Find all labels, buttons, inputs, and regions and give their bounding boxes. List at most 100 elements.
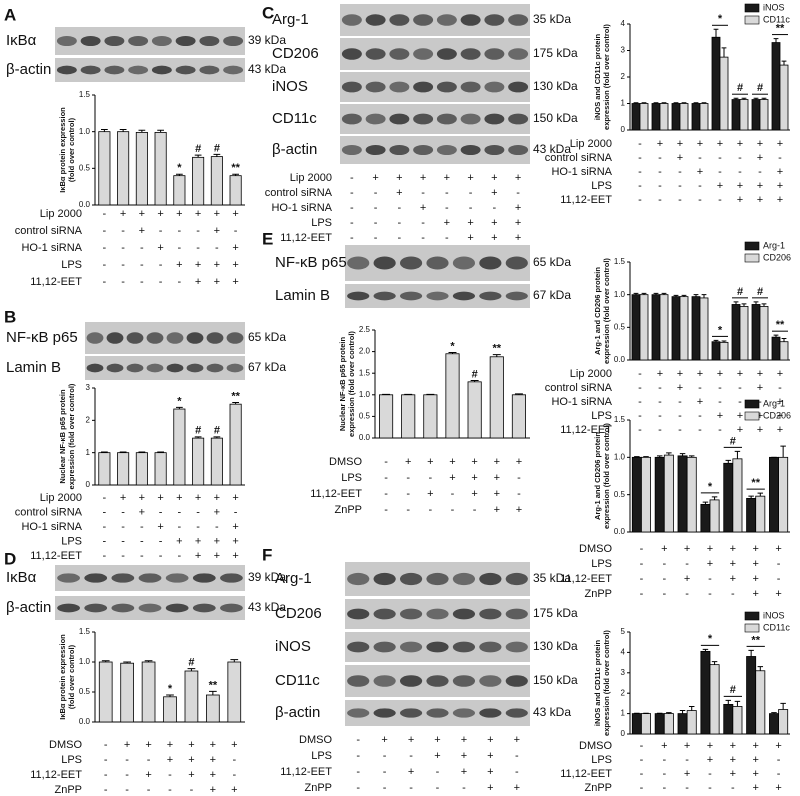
error-bar bbox=[771, 712, 777, 714]
bar bbox=[379, 394, 394, 439]
condition-mark: - bbox=[516, 187, 520, 199]
condition-mark: - bbox=[738, 396, 742, 408]
legend-label: CD206 bbox=[763, 252, 791, 262]
y-tick-label: 0.0 bbox=[79, 717, 91, 726]
error-bar bbox=[653, 102, 659, 104]
bar bbox=[651, 103, 661, 131]
condition-label: ZnPP bbox=[584, 588, 612, 600]
condition-mark: + bbox=[494, 472, 500, 484]
bar bbox=[769, 456, 779, 533]
condition-mark: - bbox=[473, 504, 477, 516]
annotation: * bbox=[718, 13, 723, 25]
condition-mark: + bbox=[777, 194, 783, 206]
legend-label: Arg-1 bbox=[763, 398, 785, 408]
condition-label: LPS bbox=[591, 754, 612, 766]
condition-mark: - bbox=[384, 472, 388, 484]
condition-mark: + bbox=[157, 208, 163, 220]
condition-mark: + bbox=[657, 138, 663, 150]
condition-mark: - bbox=[178, 506, 182, 518]
annotation: * bbox=[177, 162, 182, 174]
y-tick-label: 3 bbox=[621, 46, 626, 55]
blot-band bbox=[373, 641, 396, 653]
blot-band bbox=[505, 572, 528, 586]
condition-mark: + bbox=[757, 138, 763, 150]
blot-size: 150 kDa bbox=[533, 673, 578, 687]
blot-band bbox=[347, 608, 370, 620]
condition-mark: + bbox=[707, 543, 713, 555]
y-tick-label: 4 bbox=[621, 648, 626, 657]
panel-letter: F bbox=[262, 545, 272, 564]
annotation: ** bbox=[776, 22, 785, 34]
condition-mark: + bbox=[677, 138, 683, 150]
blot-band bbox=[399, 608, 423, 620]
blot-band bbox=[426, 291, 449, 301]
condition-mark: + bbox=[514, 734, 520, 746]
annotation: * bbox=[708, 633, 713, 645]
blot-band bbox=[389, 48, 410, 60]
condition-label: LPS bbox=[591, 558, 612, 570]
condition-mark: - bbox=[125, 769, 129, 781]
condition-mark: - bbox=[196, 506, 200, 518]
condition-mark: + bbox=[195, 492, 201, 504]
blot-band bbox=[165, 603, 189, 613]
legend-swatch bbox=[744, 3, 760, 13]
condition-mark: + bbox=[777, 396, 783, 408]
blot-size: 35 kDa bbox=[533, 12, 571, 26]
condition-label: control siRNA bbox=[545, 382, 613, 394]
bar bbox=[659, 294, 669, 361]
legend-swatch bbox=[744, 399, 760, 409]
blot-band bbox=[347, 708, 370, 718]
annotation: # bbox=[195, 425, 201, 437]
condition-mark: - bbox=[406, 488, 410, 500]
bar bbox=[120, 662, 134, 723]
condition-mark: + bbox=[494, 456, 500, 468]
bar bbox=[709, 499, 720, 533]
error-bar bbox=[138, 451, 146, 453]
condition-mark: + bbox=[471, 488, 477, 500]
condition-mark: + bbox=[176, 492, 182, 504]
bar bbox=[723, 462, 734, 533]
condition-mark: - bbox=[517, 488, 521, 500]
condition-mark: - bbox=[638, 138, 642, 150]
condition-mark: + bbox=[777, 424, 783, 436]
error-bar bbox=[711, 661, 718, 665]
error-bar bbox=[157, 451, 164, 453]
condition-mark: + bbox=[176, 535, 182, 547]
condition-mark: - bbox=[356, 734, 360, 746]
error-bar bbox=[713, 339, 719, 342]
condition-mark: - bbox=[374, 217, 378, 229]
condition-label: 11,12-EET bbox=[560, 768, 612, 780]
error-bar bbox=[194, 154, 202, 158]
legend-swatch bbox=[744, 241, 760, 251]
condition-label: LPS bbox=[341, 472, 362, 484]
condition-label: ZnPP bbox=[54, 784, 82, 796]
y-tick-label: 1.0 bbox=[79, 127, 91, 136]
bar bbox=[654, 456, 665, 533]
bar bbox=[723, 704, 734, 735]
condition-mark: - bbox=[708, 768, 712, 780]
blot-band bbox=[220, 573, 243, 583]
blot-band bbox=[508, 113, 529, 125]
condition-label: HO-1 siRNA bbox=[21, 242, 82, 254]
condition-mark: + bbox=[487, 782, 493, 794]
condition-label: control siRNA bbox=[15, 506, 83, 518]
blot-band bbox=[452, 608, 476, 620]
annotation: * bbox=[168, 683, 173, 695]
blot-size: 43 kDa bbox=[533, 142, 571, 156]
condition-mark: + bbox=[188, 769, 194, 781]
bar bbox=[732, 706, 743, 735]
annotation: # bbox=[730, 435, 736, 447]
condition-mark: + bbox=[515, 217, 521, 229]
y-tick-label: 1.5 bbox=[359, 368, 371, 377]
condition-mark: + bbox=[471, 456, 477, 468]
condition-mark: + bbox=[396, 187, 402, 199]
bar bbox=[755, 495, 766, 533]
legend-label: CD11c bbox=[763, 14, 790, 24]
blot-label: iNOS bbox=[272, 78, 308, 95]
condition-mark: - bbox=[662, 768, 666, 780]
annotation: ** bbox=[231, 390, 240, 402]
blot-band bbox=[220, 603, 243, 613]
condition-mark: - bbox=[383, 766, 387, 778]
error-bar bbox=[761, 303, 767, 307]
condition-mark: - bbox=[350, 202, 354, 214]
